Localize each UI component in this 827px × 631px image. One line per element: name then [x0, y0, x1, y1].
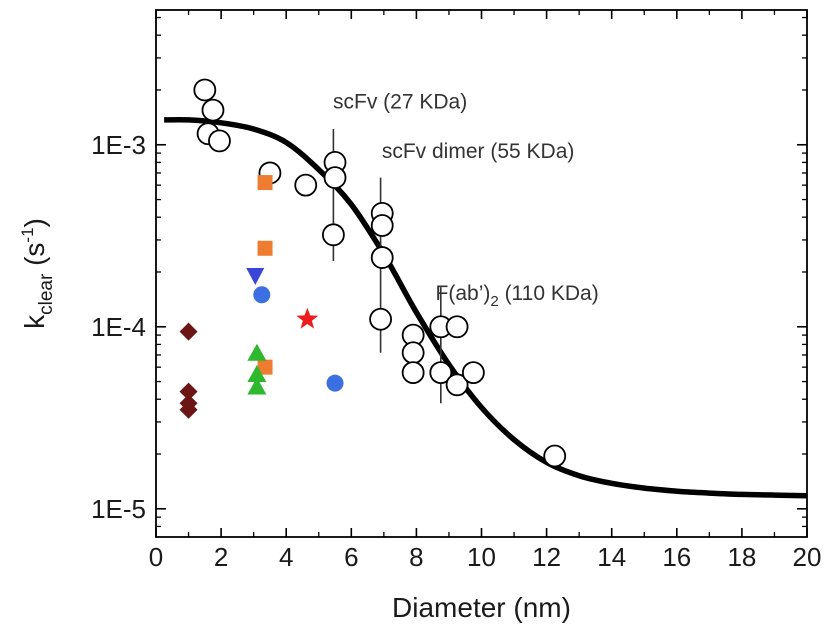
blue-circle-point: [326, 374, 344, 392]
open-circle-point: [294, 173, 318, 197]
y-tick-label: 1E-4: [91, 312, 146, 342]
y-axis-title: kclear (s-1): [18, 218, 57, 329]
annotation-text: F(ab’): [436, 282, 491, 305]
orange-square-point: [257, 240, 273, 256]
y-axis-title-sub: clear: [36, 273, 57, 315]
annotation-text: scFv (27 KDa): [333, 91, 467, 114]
x-tick-label: 8: [409, 542, 423, 572]
green-up-triangle-point: [247, 365, 267, 383]
annotation-sub: 2: [490, 293, 498, 310]
diamond-point: [179, 382, 198, 401]
axes-layer: [155, 9, 808, 538]
labels-layer: 0 2 4 6 8 10 12 14 16 18 20 1E-5 1E-4 1E-3 Diameter (n…: [18, 91, 821, 623]
diamond-point: [179, 400, 198, 419]
open-circle-point: [321, 223, 345, 247]
x-tick-label: 0: [149, 542, 163, 572]
x-axis-title: Diameter (nm): [392, 592, 571, 623]
x-tick-label: 4: [279, 542, 293, 572]
fit-curve: [164, 116, 808, 499]
open-circle-point: [543, 444, 567, 468]
open-circle-point: [370, 214, 394, 237]
y-axis-title-sup: -1: [18, 227, 37, 242]
open-circle-point: [201, 98, 225, 122]
y-axis-title-main: k: [19, 314, 50, 329]
green-up-triangle-point: [247, 343, 267, 361]
open-circle-point: [369, 307, 392, 331]
y-tick-label: 1E-5: [91, 494, 146, 524]
fit-curve-layer: [164, 116, 808, 499]
x-tick-label: 14: [597, 542, 626, 572]
open-circle-point: [429, 361, 453, 385]
red-star-point: [296, 307, 319, 329]
open-circle-point: [445, 373, 469, 397]
blue-circle-point: [253, 286, 271, 304]
annotation-label: scFv dimer (55 KDa): [382, 140, 575, 163]
markers-layer: [179, 78, 567, 468]
annotation-text: scFv dimer (55 KDa): [382, 140, 575, 163]
open-circle-point: [323, 166, 347, 190]
y-axis-title-close: ): [19, 218, 50, 227]
x-tick-label: 10: [467, 542, 496, 572]
annotation-label: F(ab’)2 (110 KDa): [436, 282, 599, 310]
open-circle-point: [208, 129, 231, 153]
open-circle-point: [461, 361, 485, 385]
x-tick-label: 20: [793, 542, 822, 572]
diamond-point: [179, 322, 198, 341]
x-tick-label: 12: [532, 542, 561, 572]
open-circle-point: [401, 341, 425, 365]
orange-square-point: [257, 359, 273, 375]
annotation-label: scFv (27 KDa): [333, 91, 467, 114]
y-axis-title-units: (s: [19, 243, 50, 274]
green-up-triangle-point: [247, 377, 267, 395]
annotation-text-after: (110 KDa): [499, 282, 599, 305]
x-tick-label: 6: [344, 542, 358, 572]
open-circle-point: [193, 78, 217, 102]
x-tick-label: 16: [662, 542, 691, 572]
open-circle-point: [445, 315, 469, 339]
open-circle-point: [401, 361, 425, 385]
open-circle-point: [370, 246, 394, 269]
x-tick-label: 2: [214, 542, 228, 572]
orange-square-point: [257, 175, 273, 191]
y-tick-label: 1E-3: [91, 130, 146, 160]
blue-down-triangle-point: [246, 268, 265, 286]
x-tick-label: 18: [727, 542, 756, 572]
